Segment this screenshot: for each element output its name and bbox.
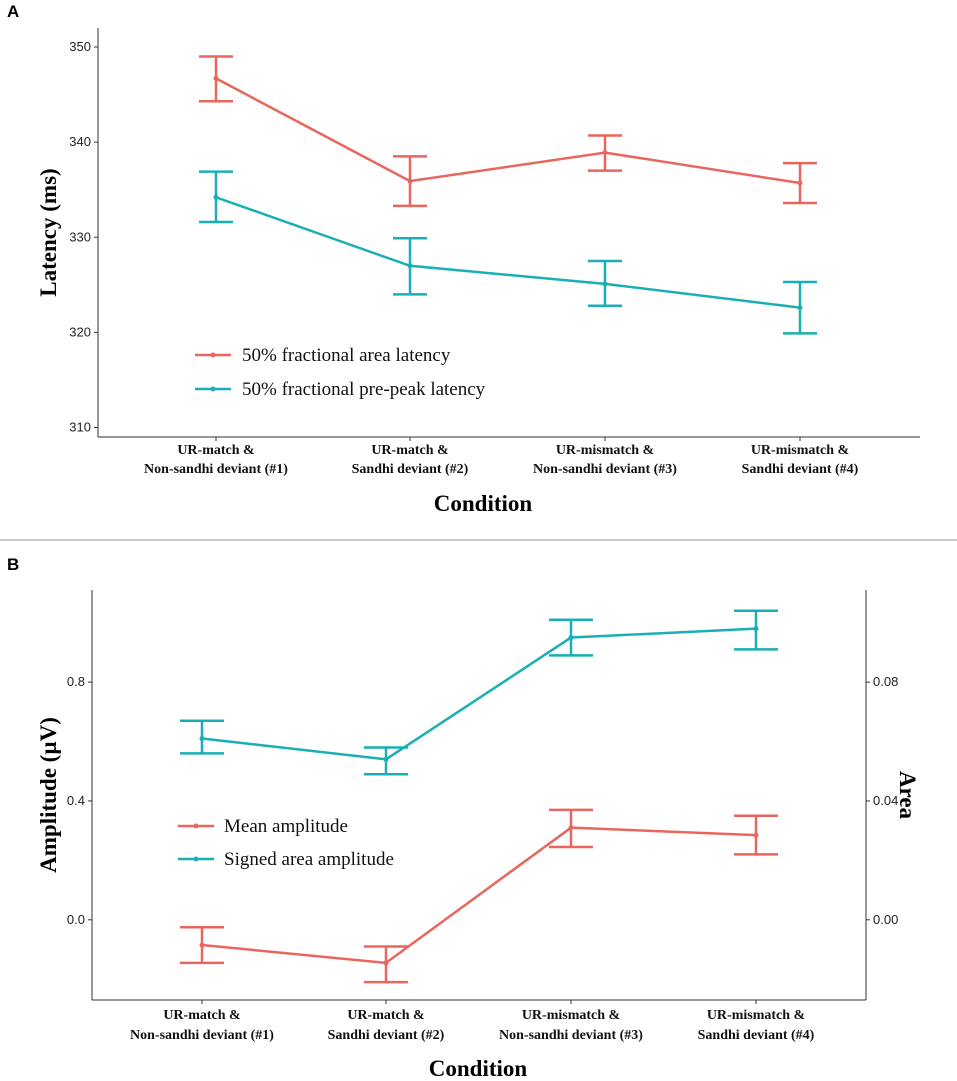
legend-label: Signed area amplitude: [224, 849, 394, 870]
series-line: [201, 826, 757, 965]
data-point: [383, 960, 389, 966]
x-tick-label: UR-mismatch &: [751, 443, 849, 458]
legend-label: Mean amplitude: [224, 816, 348, 837]
x-tick-label: UR-match &: [347, 1008, 424, 1023]
data-point: [199, 736, 205, 742]
x-tick-label: UR-match &: [177, 443, 254, 458]
y-tick-label: 330: [69, 229, 91, 244]
data-point: [797, 305, 803, 311]
x-tick-label: Non-sandhi deviant (#1): [144, 462, 288, 477]
y-tick-label: 350: [69, 39, 91, 54]
y-tick-label: 320: [69, 324, 91, 339]
data-point: [407, 263, 413, 269]
y-tick-label: 0.4: [67, 793, 85, 808]
legend-key-point: [193, 856, 199, 862]
legend-label: 50% fractional area latency: [242, 345, 451, 366]
x-tick-label: Sandhi deviant (#2): [352, 462, 469, 477]
x-tick-label: Non-sandhi deviant (#1): [130, 1028, 274, 1043]
x-tick-label: UR-mismatch &: [556, 443, 654, 458]
y-axis-title: Latency (ms): [36, 168, 61, 296]
y-axis-title: Amplitude (µV): [36, 717, 61, 873]
y2-axis-title: Area: [895, 771, 920, 820]
y2-tick-label: 0.08: [873, 674, 898, 689]
legend-key-point: [193, 823, 199, 829]
series-line: [215, 196, 801, 309]
chart-panel-a: 310 320 330 340 350 UR-match & Non-sandhi devi…: [36, 28, 920, 516]
x-tick-label: Sandhi deviant (#4): [698, 1028, 815, 1043]
y2-tick-label: 0.04: [873, 793, 898, 808]
x-tick-label: Non-sandhi deviant (#3): [499, 1028, 643, 1043]
data-point: [213, 75, 219, 81]
x-axis-title: Condition: [429, 1056, 528, 1081]
data-point: [407, 178, 413, 184]
x-tick-label: UR-mismatch &: [707, 1008, 805, 1023]
data-point: [753, 626, 759, 632]
series-line: [215, 77, 801, 185]
data-point: [568, 825, 574, 831]
legend-key-point: [210, 386, 216, 392]
chart-panel-b: 0.0 0.4 0.8 0.00 0.04 0.08 UR-match & Non-sandh…: [36, 590, 920, 1081]
data-point: [199, 942, 205, 948]
data-point: [602, 150, 608, 156]
data-point: [753, 832, 759, 838]
y-tick-label: 0.0: [67, 912, 85, 927]
y-tick-label: 340: [69, 134, 91, 149]
data-point: [213, 194, 219, 200]
x-tick-label: UR-match &: [371, 443, 448, 458]
data-point: [568, 635, 574, 641]
y-tick-label: 0.8: [67, 674, 85, 689]
x-tick-label: Sandhi deviant (#4): [742, 462, 859, 477]
x-axis-title: Condition: [434, 491, 533, 516]
x-tick-label: UR-mismatch &: [522, 1008, 620, 1023]
y-tick-label: 310: [69, 419, 91, 434]
legend-label: 50% fractional pre-peak latency: [242, 379, 486, 400]
legend-key-point: [210, 352, 216, 358]
x-tick-label: Non-sandhi deviant (#3): [533, 462, 677, 477]
data-point: [602, 281, 608, 287]
panel-label-b: B: [7, 555, 19, 574]
series-line: [201, 627, 757, 761]
panel-label-a: A: [7, 2, 19, 21]
x-tick-label: Sandhi deviant (#2): [328, 1028, 445, 1043]
data-point: [797, 180, 803, 186]
data-point: [383, 756, 389, 762]
y2-tick-label: 0.00: [873, 912, 898, 927]
x-tick-label: UR-match &: [163, 1008, 240, 1023]
